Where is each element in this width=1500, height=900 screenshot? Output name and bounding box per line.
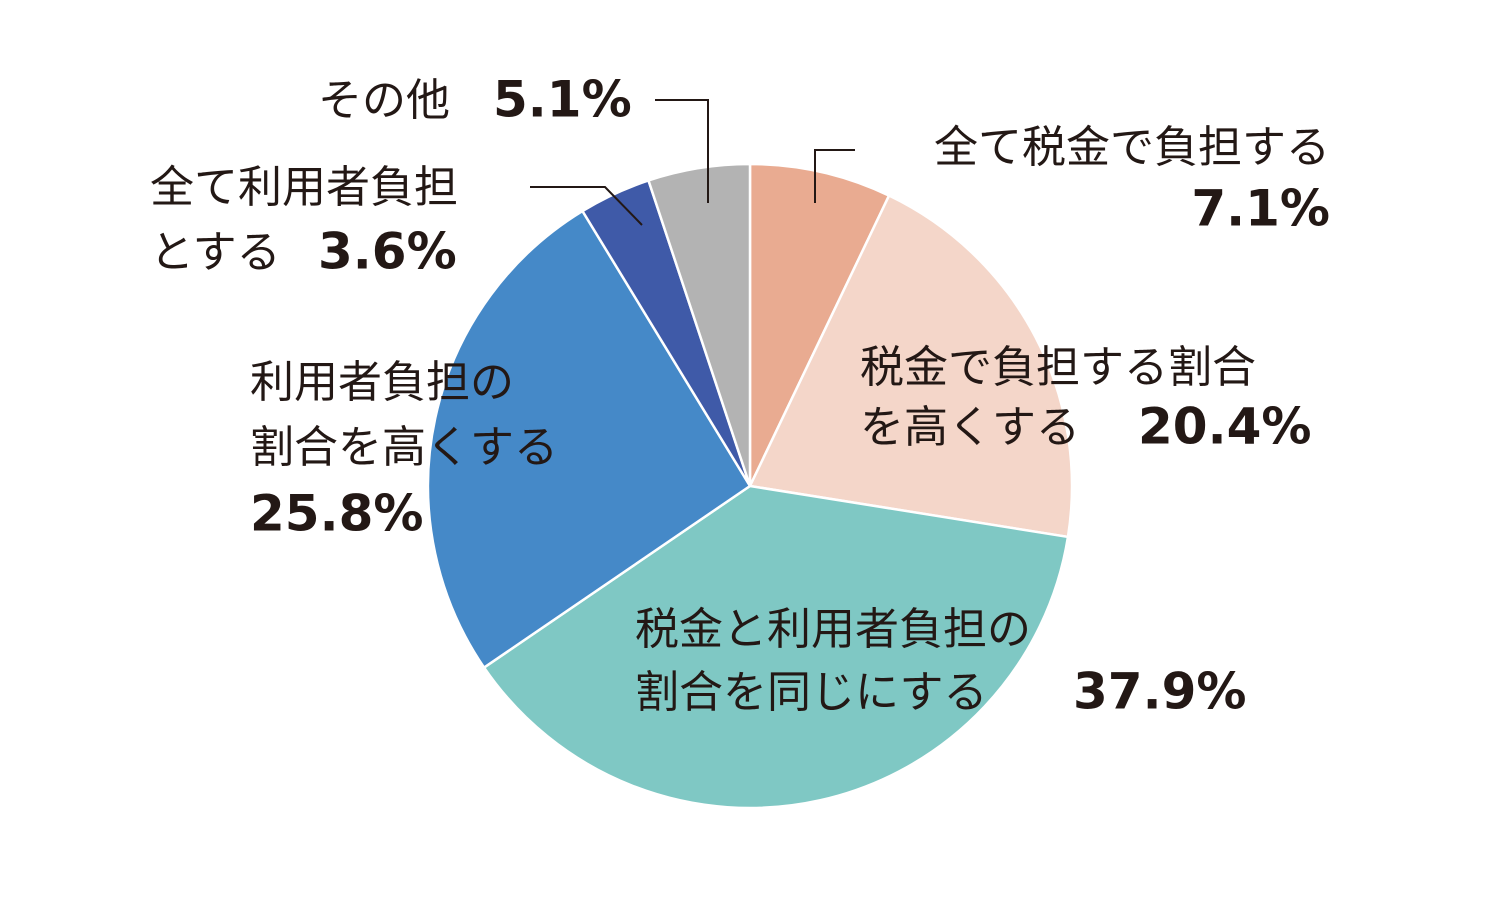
value-label: 5.1% xyxy=(493,71,632,129)
slice-label: 全て税金で負担する xyxy=(934,122,1330,173)
pie xyxy=(426,162,1074,810)
pie-slice xyxy=(482,484,1070,810)
value-label: 3.6% xyxy=(318,223,457,281)
leader-line xyxy=(530,186,643,226)
value-label: 20.4% xyxy=(1138,398,1311,456)
leader-line xyxy=(814,149,855,203)
slice-label: 利用者負担の割合を高くする xyxy=(250,357,558,473)
value-label: 25.8% xyxy=(250,485,423,543)
value-label: 37.9% xyxy=(1073,663,1246,721)
slice-label: 税金と利用者負担の割合を同じにする xyxy=(635,604,1031,718)
pie-slice xyxy=(748,193,1074,539)
value-label: 7.1% xyxy=(1191,180,1330,238)
slice-label: 全て利用者負担とする xyxy=(150,162,458,278)
leader-line xyxy=(655,99,709,203)
pie-slice xyxy=(426,209,752,670)
slice-label: 税金で負担する割合を高くする xyxy=(860,342,1256,453)
pie-slice xyxy=(646,162,752,487)
pie-slice xyxy=(748,162,891,487)
slice-label: その他 xyxy=(318,75,450,126)
